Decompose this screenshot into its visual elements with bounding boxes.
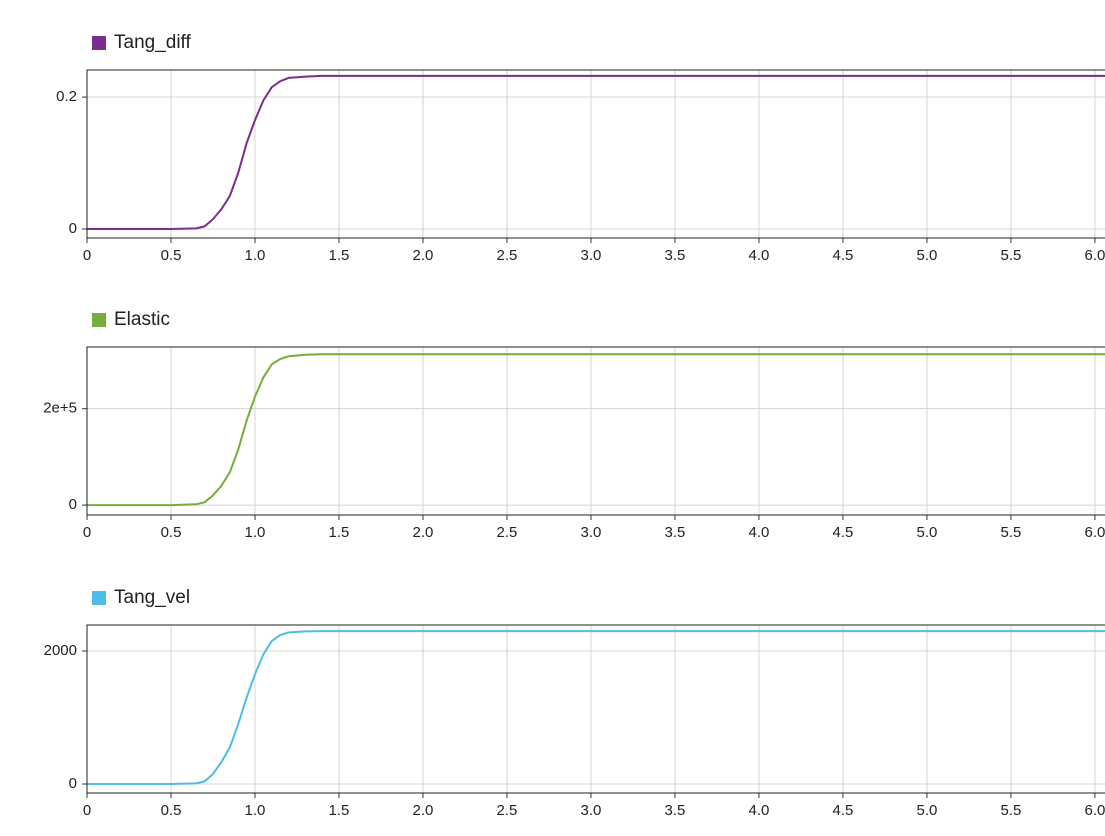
x-tick-label: 5.5 xyxy=(1000,247,1021,264)
x-tick-label: 2.5 xyxy=(497,524,518,541)
x-tick-label: 2.0 xyxy=(413,247,434,264)
x-tick-label: 2.5 xyxy=(497,802,518,819)
legend-swatch xyxy=(92,591,106,605)
x-tick-label: 1.5 xyxy=(329,247,350,264)
data-line xyxy=(87,630,1105,785)
x-tick-label: 4.5 xyxy=(833,247,854,264)
y-tick-label: 2000 xyxy=(44,642,77,659)
legend-swatch xyxy=(92,36,106,50)
plot-frame xyxy=(86,346,1105,516)
x-tick-label: 4.0 xyxy=(749,802,770,819)
x-tick-label: 5.5 xyxy=(1000,524,1021,541)
data-line xyxy=(87,74,1105,230)
y-tick-label: 0.2 xyxy=(56,88,77,105)
x-tick-label: 1.0 xyxy=(245,802,266,819)
x-tick-label: 2.5 xyxy=(497,247,518,264)
x-tick-label: 0.5 xyxy=(161,247,182,264)
plot-frame xyxy=(86,624,1105,794)
x-tick-label: 2.0 xyxy=(413,524,434,541)
x-tick-label: 6.0 xyxy=(1084,524,1105,541)
x-tick-label: 0 xyxy=(83,524,91,541)
x-tick-label: 3.5 xyxy=(665,524,686,541)
x-tick-label: 0 xyxy=(83,247,91,264)
x-tick-label: 4.0 xyxy=(749,247,770,264)
x-tick-label: 1.5 xyxy=(329,524,350,541)
legend-label: Tang_diff xyxy=(114,32,191,53)
x-tick-label: 3.0 xyxy=(581,802,602,819)
x-tick-label: 5.5 xyxy=(1000,802,1021,819)
x-tick-label: 4.5 xyxy=(833,802,854,819)
x-tick-label: 2.0 xyxy=(413,802,434,819)
x-tick-label: 0 xyxy=(83,802,91,819)
y-tick-label: 0 xyxy=(69,220,77,237)
x-tick-label: 1.5 xyxy=(329,802,350,819)
legend-label: Tang_vel xyxy=(114,587,190,608)
y-tick-label: 2e+5 xyxy=(43,400,77,417)
x-tick-label: 5.0 xyxy=(917,524,938,541)
data-line xyxy=(87,353,1105,507)
x-tick-label: 3.5 xyxy=(665,802,686,819)
x-tick-label: 5.0 xyxy=(917,247,938,264)
x-tick-label: 6.0 xyxy=(1084,802,1105,819)
y-tick-label: 0 xyxy=(69,775,77,792)
legend-swatch xyxy=(92,313,106,327)
x-tick-label: 0.5 xyxy=(161,524,182,541)
x-tick-label: 3.0 xyxy=(581,247,602,264)
x-tick-label: 0.5 xyxy=(161,802,182,819)
plot-frame xyxy=(86,69,1105,239)
legend-label: Elastic xyxy=(114,309,170,330)
x-tick-label: 5.0 xyxy=(917,802,938,819)
x-tick-label: 1.0 xyxy=(245,524,266,541)
x-tick-label: 3.5 xyxy=(665,247,686,264)
y-tick-label: 0 xyxy=(69,496,77,513)
x-tick-label: 3.0 xyxy=(581,524,602,541)
x-tick-label: 6.0 xyxy=(1084,247,1105,264)
x-tick-label: 4.5 xyxy=(833,524,854,541)
x-tick-label: 1.0 xyxy=(245,247,266,264)
x-tick-label: 4.0 xyxy=(749,524,770,541)
